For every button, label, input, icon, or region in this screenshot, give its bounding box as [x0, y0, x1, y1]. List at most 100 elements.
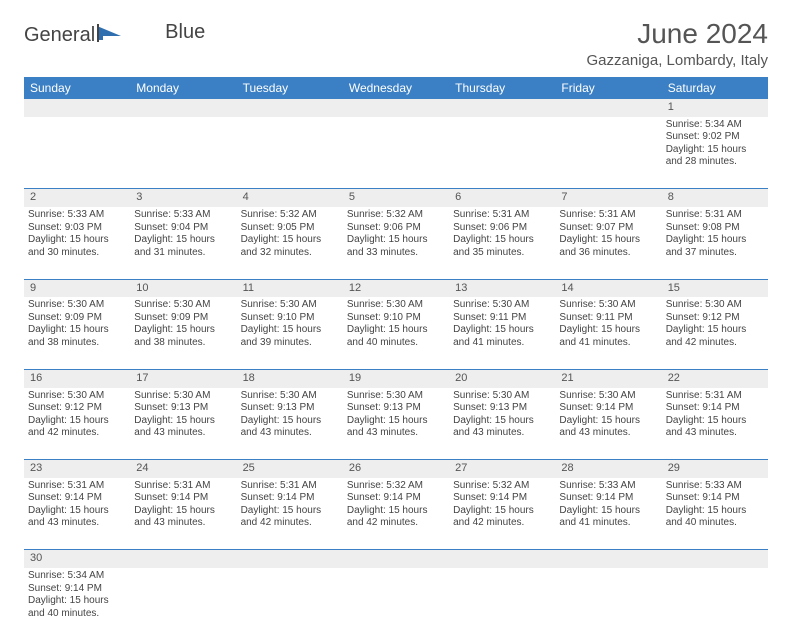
day-info-text: Sunrise: 5:33 AMSunset: 9:14 PMDaylight:… [666, 480, 764, 530]
day-info-cell: Sunrise: 5:30 AMSunset: 9:11 PMDaylight:… [449, 297, 555, 369]
day-info-text: Sunrise: 5:33 AMSunset: 9:03 PMDaylight:… [28, 209, 126, 259]
day-info-cell [555, 117, 661, 189]
weekday-header: Tuesday [237, 77, 343, 99]
day-info-row: Sunrise: 5:34 AMSunset: 9:02 PMDaylight:… [24, 117, 768, 189]
day-info-cell: Sunrise: 5:30 AMSunset: 9:11 PMDaylight:… [555, 297, 661, 369]
day-info-cell [449, 568, 555, 640]
day-info-text: Sunrise: 5:31 AMSunset: 9:14 PMDaylight:… [666, 390, 764, 440]
day-number-cell [237, 550, 343, 568]
weekday-header: Wednesday [343, 77, 449, 99]
day-info-cell [237, 117, 343, 189]
day-number-cell [343, 550, 449, 568]
day-number-cell: 5 [343, 189, 449, 207]
day-info-text: Sunrise: 5:30 AMSunset: 9:12 PMDaylight:… [28, 390, 126, 440]
day-number-cell: 28 [555, 460, 661, 478]
day-info-text: Sunrise: 5:31 AMSunset: 9:08 PMDaylight:… [666, 209, 764, 259]
day-info-cell: Sunrise: 5:32 AMSunset: 9:05 PMDaylight:… [237, 207, 343, 279]
day-number-cell: 1 [662, 99, 768, 117]
day-number-cell [662, 550, 768, 568]
day-number-cell [343, 99, 449, 117]
day-info-cell: Sunrise: 5:33 AMSunset: 9:14 PMDaylight:… [662, 478, 768, 550]
day-number-row: 9101112131415 [24, 279, 768, 297]
day-info-text: Sunrise: 5:30 AMSunset: 9:13 PMDaylight:… [241, 390, 339, 440]
header: General Blue June 2024 Gazzaniga, Lombar… [24, 18, 768, 69]
day-number-cell: 4 [237, 189, 343, 207]
day-number-cell [555, 550, 661, 568]
day-info-cell: Sunrise: 5:30 AMSunset: 9:10 PMDaylight:… [237, 297, 343, 369]
day-info-cell: Sunrise: 5:30 AMSunset: 9:10 PMDaylight:… [343, 297, 449, 369]
day-number-cell: 29 [662, 460, 768, 478]
day-number-cell: 21 [555, 369, 661, 387]
day-number-cell: 25 [237, 460, 343, 478]
day-info-text: Sunrise: 5:30 AMSunset: 9:13 PMDaylight:… [134, 390, 232, 440]
day-info-cell: Sunrise: 5:33 AMSunset: 9:03 PMDaylight:… [24, 207, 130, 279]
day-number-cell [449, 550, 555, 568]
day-info-cell: Sunrise: 5:31 AMSunset: 9:14 PMDaylight:… [237, 478, 343, 550]
day-info-cell: Sunrise: 5:31 AMSunset: 9:14 PMDaylight:… [24, 478, 130, 550]
day-number-cell: 30 [24, 550, 130, 568]
day-info-text: Sunrise: 5:30 AMSunset: 9:13 PMDaylight:… [347, 390, 445, 440]
day-number-cell [24, 99, 130, 117]
day-info-cell: Sunrise: 5:30 AMSunset: 9:12 PMDaylight:… [662, 297, 768, 369]
weekday-header: Saturday [662, 77, 768, 99]
day-number-cell: 27 [449, 460, 555, 478]
day-number-cell: 22 [662, 369, 768, 387]
day-info-text: Sunrise: 5:32 AMSunset: 9:14 PMDaylight:… [453, 480, 551, 530]
day-info-text: Sunrise: 5:30 AMSunset: 9:12 PMDaylight:… [666, 299, 764, 349]
logo-text-blue: Blue [165, 21, 205, 44]
day-number-row: 2345678 [24, 189, 768, 207]
day-info-cell: Sunrise: 5:33 AMSunset: 9:04 PMDaylight:… [130, 207, 236, 279]
day-number-row: 23242526272829 [24, 460, 768, 478]
day-number-cell: 6 [449, 189, 555, 207]
day-info-cell: Sunrise: 5:31 AMSunset: 9:06 PMDaylight:… [449, 207, 555, 279]
day-number-cell [555, 99, 661, 117]
day-info-text: Sunrise: 5:33 AMSunset: 9:04 PMDaylight:… [134, 209, 232, 259]
weekday-header-row: SundayMondayTuesdayWednesdayThursdayFrid… [24, 77, 768, 99]
day-info-cell: Sunrise: 5:30 AMSunset: 9:13 PMDaylight:… [449, 388, 555, 460]
day-info-text: Sunrise: 5:32 AMSunset: 9:14 PMDaylight:… [347, 480, 445, 530]
day-number-cell: 9 [24, 279, 130, 297]
day-number-cell: 16 [24, 369, 130, 387]
day-info-text: Sunrise: 5:31 AMSunset: 9:07 PMDaylight:… [559, 209, 657, 259]
day-number-cell [237, 99, 343, 117]
location: Gazzaniga, Lombardy, Italy [587, 52, 768, 69]
weekday-header: Monday [130, 77, 236, 99]
day-info-cell: Sunrise: 5:33 AMSunset: 9:14 PMDaylight:… [555, 478, 661, 550]
day-info-cell: Sunrise: 5:30 AMSunset: 9:13 PMDaylight:… [237, 388, 343, 460]
day-number-cell [130, 550, 236, 568]
day-number-cell [130, 99, 236, 117]
day-info-cell: Sunrise: 5:32 AMSunset: 9:06 PMDaylight:… [343, 207, 449, 279]
day-info-text: Sunrise: 5:33 AMSunset: 9:14 PMDaylight:… [559, 480, 657, 530]
day-info-cell: Sunrise: 5:30 AMSunset: 9:09 PMDaylight:… [24, 297, 130, 369]
day-info-cell [449, 117, 555, 189]
day-info-cell: Sunrise: 5:34 AMSunset: 9:14 PMDaylight:… [24, 568, 130, 640]
day-info-cell [555, 568, 661, 640]
day-info-cell [24, 117, 130, 189]
day-info-text: Sunrise: 5:30 AMSunset: 9:13 PMDaylight:… [453, 390, 551, 440]
day-info-row: Sunrise: 5:34 AMSunset: 9:14 PMDaylight:… [24, 568, 768, 640]
day-info-cell: Sunrise: 5:31 AMSunset: 9:07 PMDaylight:… [555, 207, 661, 279]
day-number-cell [449, 99, 555, 117]
day-info-text: Sunrise: 5:32 AMSunset: 9:05 PMDaylight:… [241, 209, 339, 259]
day-info-cell [237, 568, 343, 640]
month-title: June 2024 [587, 18, 768, 50]
day-number-cell: 2 [24, 189, 130, 207]
day-number-cell: 24 [130, 460, 236, 478]
day-info-text: Sunrise: 5:31 AMSunset: 9:06 PMDaylight:… [453, 209, 551, 259]
day-info-cell [343, 117, 449, 189]
calendar-table: SundayMondayTuesdayWednesdayThursdayFrid… [24, 77, 768, 640]
day-number-cell: 13 [449, 279, 555, 297]
day-info-text: Sunrise: 5:31 AMSunset: 9:14 PMDaylight:… [134, 480, 232, 530]
day-info-cell: Sunrise: 5:34 AMSunset: 9:02 PMDaylight:… [662, 117, 768, 189]
day-number-cell: 19 [343, 369, 449, 387]
day-info-cell: Sunrise: 5:30 AMSunset: 9:14 PMDaylight:… [555, 388, 661, 460]
day-number-cell: 3 [130, 189, 236, 207]
day-number-cell: 17 [130, 369, 236, 387]
day-info-text: Sunrise: 5:30 AMSunset: 9:10 PMDaylight:… [241, 299, 339, 349]
day-info-cell: Sunrise: 5:32 AMSunset: 9:14 PMDaylight:… [343, 478, 449, 550]
day-info-row: Sunrise: 5:30 AMSunset: 9:09 PMDaylight:… [24, 297, 768, 369]
day-info-row: Sunrise: 5:31 AMSunset: 9:14 PMDaylight:… [24, 478, 768, 550]
day-number-cell: 15 [662, 279, 768, 297]
day-info-text: Sunrise: 5:30 AMSunset: 9:14 PMDaylight:… [559, 390, 657, 440]
day-info-text: Sunrise: 5:34 AMSunset: 9:14 PMDaylight:… [28, 570, 126, 620]
